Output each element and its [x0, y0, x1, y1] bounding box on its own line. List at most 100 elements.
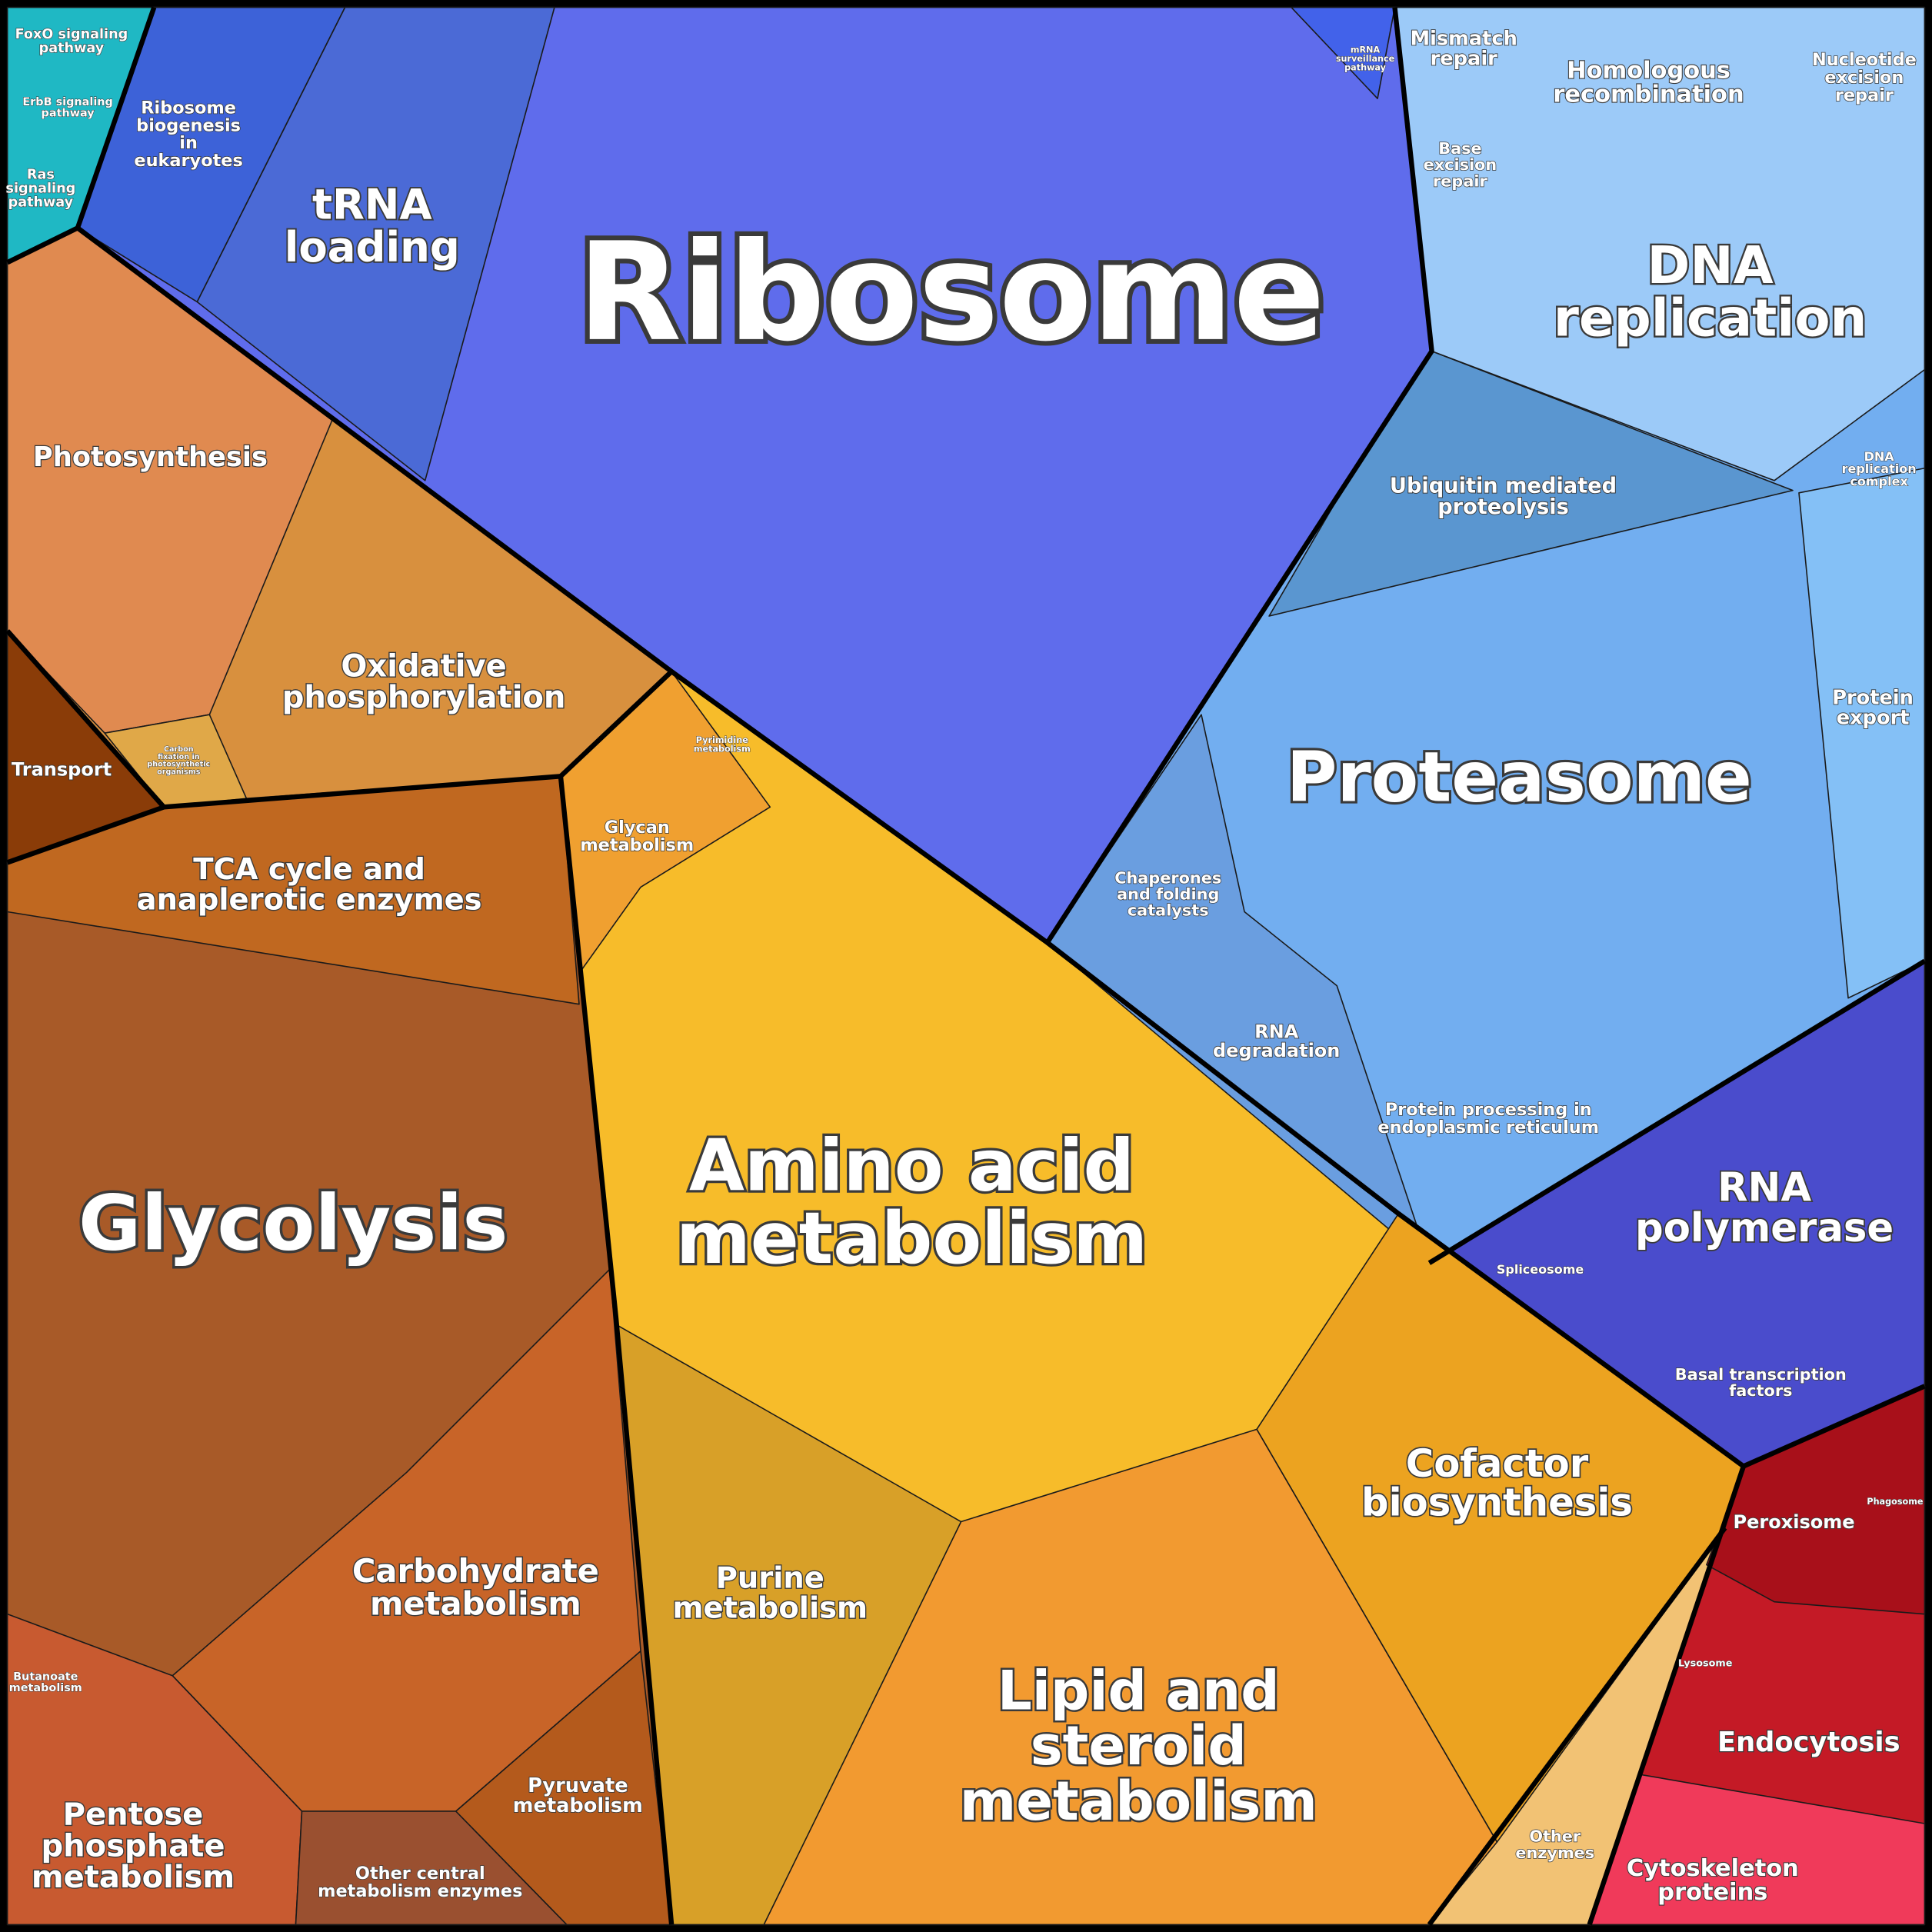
- region-label: Homologous: [1567, 57, 1730, 84]
- region-label: fixation in: [158, 753, 200, 761]
- region-label: catalysts: [1128, 901, 1209, 920]
- region-label: pathway: [8, 195, 74, 210]
- region-label: mRNA: [1351, 45, 1381, 55]
- region-label: metabolism: [694, 744, 751, 754]
- region-label: enzymes: [1515, 1844, 1594, 1862]
- lipid: [763, 1428, 1498, 1926]
- region-label: RNA: [1254, 1021, 1299, 1043]
- region-label: Ubiquitin mediated: [1390, 474, 1617, 498]
- region-label: DNA: [1647, 235, 1774, 295]
- region-label: degradation: [1213, 1040, 1340, 1061]
- region-label: excision: [1424, 155, 1497, 174]
- region-label: Protein processing in: [1385, 1100, 1592, 1120]
- mrna-surveillance: [1291, 6, 1396, 99]
- region-label: pathway: [42, 108, 95, 120]
- region-label: repair: [1835, 85, 1894, 105]
- border: [76, 225, 1747, 1926]
- region-label: steroid: [1031, 1714, 1247, 1777]
- region-label: Oxidative: [341, 648, 506, 684]
- region-label: organisms: [157, 768, 201, 776]
- region-label: replication: [1842, 461, 1917, 476]
- cells: [6, 6, 1926, 1926]
- region-label: eukaryotes: [134, 151, 242, 171]
- region-label: Photosynthesis: [33, 441, 268, 473]
- border: [6, 804, 165, 865]
- region-label: export: [1837, 707, 1910, 730]
- region-label: Lipid and: [998, 1659, 1280, 1722]
- region-label: Chaperones: [1114, 868, 1221, 887]
- border: [1045, 7, 1434, 944]
- region-label: metabolism: [676, 1197, 1148, 1280]
- region-label: Basal transcription: [1675, 1365, 1847, 1384]
- region-label: metabolism: [960, 1770, 1317, 1833]
- region-label: Purine: [716, 1561, 824, 1595]
- region-label: Ras: [27, 167, 55, 182]
- region-label: Proteasome: [1287, 738, 1752, 818]
- region-label: Cytoskeleton: [1627, 1855, 1799, 1882]
- region-label: proteins: [1657, 1879, 1767, 1906]
- region-label: Pyrimidine: [696, 735, 748, 745]
- region-label: endoplasmic reticulum: [1377, 1118, 1599, 1138]
- region-label: Mismatch: [1411, 27, 1517, 50]
- region-label: Amino acid: [689, 1124, 1134, 1207]
- region-label: tRNA: [312, 179, 432, 228]
- region-label: Transport: [12, 758, 112, 780]
- region-label: Cofactor: [1406, 1441, 1589, 1486]
- region-label: metabolism: [32, 1860, 235, 1895]
- region-label: in: [179, 133, 198, 153]
- region-label: anaplerotic enzymes: [137, 882, 482, 917]
- region-label: surveillance: [1336, 54, 1395, 64]
- region-label: proteolysis: [1437, 495, 1569, 519]
- region-label: metabolism: [370, 1584, 581, 1622]
- region-label: recombination: [1553, 81, 1744, 108]
- region-label: Ribosome: [578, 213, 1325, 371]
- region-label: signaling: [5, 181, 75, 196]
- region-label: metabolism: [9, 1682, 82, 1694]
- region-label: replication: [1554, 288, 1867, 348]
- region-label: Other: [1529, 1827, 1581, 1846]
- region-label: pathway: [39, 41, 105, 56]
- region-label: Carbon: [164, 745, 194, 754]
- region-label: Carbohydrate: [352, 1552, 599, 1590]
- region-label: phosphorylation: [282, 680, 566, 715]
- region-label: photosynthetic: [147, 761, 210, 769]
- region-label: Phagosome: [1867, 1497, 1924, 1507]
- region-label: TCA cycle and: [193, 852, 425, 887]
- region-label: Nucleotide: [1812, 50, 1917, 70]
- region-label: phosphate: [42, 1828, 225, 1864]
- border: [1427, 1526, 1727, 1927]
- region-label: loading: [285, 222, 460, 271]
- border: [558, 669, 675, 1925]
- region-label: pathway: [1344, 63, 1386, 73]
- region-label: Endocytosis: [1717, 1727, 1900, 1758]
- region-label: Pentose: [63, 1797, 204, 1832]
- region-label: Other central: [355, 1864, 485, 1884]
- region-label: repair: [1433, 172, 1487, 190]
- region-label: Ribosome: [141, 98, 236, 118]
- region-label: complex: [1850, 475, 1908, 489]
- border: [1742, 1384, 1926, 1469]
- trna-loading: [196, 6, 555, 481]
- region-label: Protein: [1832, 686, 1914, 709]
- region-label: Pyruvate: [528, 1774, 628, 1797]
- region-label: metabolism: [513, 1794, 643, 1817]
- region-label: RNA: [1717, 1165, 1811, 1211]
- region-label: and folding: [1117, 884, 1219, 903]
- region-label: FoxO signaling: [15, 27, 128, 42]
- region-label: metabolism: [672, 1591, 868, 1626]
- region-label: Base: [1438, 139, 1481, 158]
- border: [1427, 958, 1927, 1265]
- region-label: excision: [1824, 68, 1904, 88]
- region-label: Lysosome: [1678, 1657, 1733, 1669]
- region-label: Glycolysis: [78, 1180, 508, 1268]
- region-label: ErbB signaling: [22, 96, 113, 108]
- region-label: Butanoate: [13, 1671, 78, 1683]
- region-label: biogenesis: [136, 115, 241, 135]
- region-label: biosynthesis: [1361, 1481, 1633, 1525]
- region-label: DNA: [1864, 449, 1895, 464]
- region-label: Glycan: [605, 818, 670, 838]
